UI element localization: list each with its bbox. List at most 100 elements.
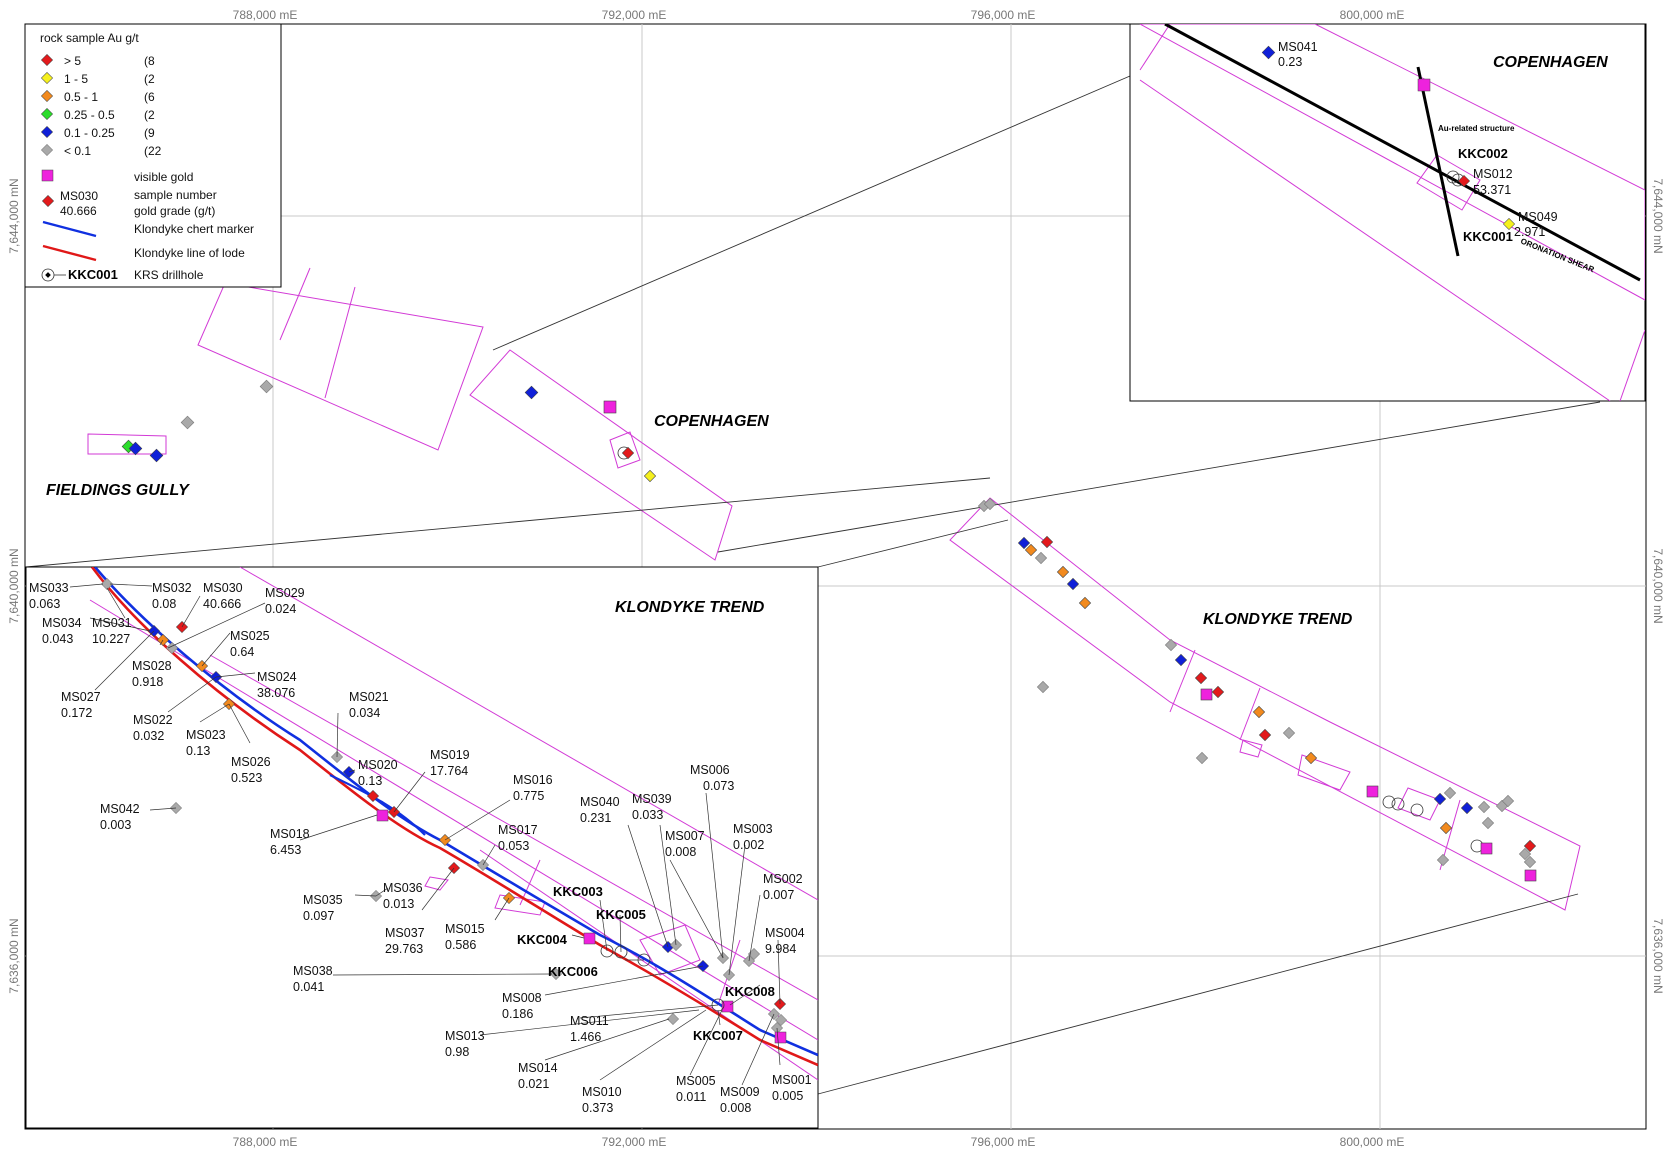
area-label-copenhagen: COPENHAGEN [654,413,769,430]
sample-grade: 2.971 [1514,225,1545,239]
drillhole-label: KKC007 [693,1028,743,1043]
sample-grade: 40.666 [203,597,241,611]
sample-grade: 38.076 [257,686,295,700]
sample-marker [1017,536,1031,550]
sample-id: MS038 [293,964,333,978]
legend-class-marker [40,53,54,67]
coronation-shear-line [1164,24,1641,282]
legend-sample-marker [41,194,55,208]
sample-marker [1261,45,1276,60]
sample-marker [1523,839,1537,853]
visible-gold-marker [1417,78,1431,92]
legend-class-count: (6 [144,90,155,104]
sample-id: MS031 [92,616,132,630]
legend: rock sample Au g/t > 5 (8 1 - 5 (2 0.5 -… [24,23,282,288]
visible-gold-marker [774,1031,787,1044]
sample-id: MS033 [29,581,69,595]
sample-grade: 29.763 [385,942,423,956]
sample-marker [149,448,164,463]
sample-marker [366,789,380,803]
sample-grade: 17.764 [430,764,468,778]
sample-id: MS002 [763,872,803,886]
sample-grade: 10.227 [92,632,130,646]
sample-grade: 0.013 [383,897,414,911]
sample-marker [1443,786,1457,800]
sample-id: MS032 [152,581,192,595]
sample-marker [1523,855,1537,869]
sample-grade: 0.918 [132,675,163,689]
easting-label: 796,000 mE [971,8,1036,22]
sample-grade: 9.984 [765,942,796,956]
klondyke-drillhole-labels: KKC003 KKC005 KKC004 KKC006 KKC008 KKC00… [517,884,775,1043]
sample-marker [128,441,143,456]
sample-marker [180,415,195,430]
sample-marker [1036,680,1050,694]
legend-class-row: 0.1 - 0.25 (9 [40,125,155,140]
sample-marker [1194,671,1208,685]
legend-class-label: 1 - 5 [64,72,88,86]
drillhole-label: KKC002 [1458,146,1508,161]
sample-marker [774,1013,788,1027]
legend-box [24,23,282,288]
northing-label: 7,636,000 mN [7,918,21,993]
legend-gold-grade-label: gold grade (g/t) [134,204,215,218]
sample-grade: 6.453 [270,843,301,857]
klondyke-inset[interactable]: KLONDYKE TREND [25,566,819,1129]
visible-gold-marker [603,400,617,414]
sample-grade: 0.775 [513,789,544,803]
sample-marker [1477,800,1491,814]
sample-id: MS016 [513,773,553,787]
sample-marker [1501,794,1515,808]
sample-marker [1164,638,1178,652]
drillhole-label: KKC001 [1463,229,1513,244]
sample-grade: 0.008 [665,845,696,859]
legend-class-row: 0.25 - 0.5 (2 [40,107,155,122]
sample-marker [549,967,563,981]
legend-class-label: < 0.1 [64,144,91,158]
drillhole-marker [600,944,614,958]
sample-id: MS021 [349,690,389,704]
northing-label: 7,644,000 mN [7,178,21,253]
legend-class-label: 0.25 - 0.5 [64,108,115,122]
sample-id: MS040 [580,795,620,809]
sample-marker [1056,565,1070,579]
sample-id: MS008 [502,991,542,1005]
legend-class-count: (22 [144,144,162,158]
sample-grade: 0.13 [358,774,382,788]
sample-id: MS022 [133,713,173,727]
legend-class-count: (2 [144,72,155,86]
sample-marker [1282,726,1296,740]
sample-id: MS037 [385,926,425,940]
sample-marker [1211,685,1225,699]
drillhole-label: KKC006 [548,964,598,979]
sample-id: MS018 [270,827,310,841]
sample-id: MS011 [570,1014,609,1028]
main-map[interactable]: 788,000 mE 792,000 mE 796,000 mE 800,000… [7,8,1665,1149]
drillhole-label: KKC004 [517,932,568,947]
visible-gold-marker [1366,785,1379,798]
drillhole-marker [1391,797,1405,811]
copenhagen-inset[interactable]: COPENHAGEN Au-related structure ORONATIO… [1129,23,1646,402]
sample-grade: 0.23 [1278,55,1302,69]
sample-id: MS030 [203,581,243,595]
sample-marker [1252,705,1266,719]
sample-marker [1066,577,1080,591]
sample-grade: 53.371 [1473,183,1511,197]
legend-lode-label: Klondyke line of lode [134,246,245,260]
sample-marker [100,577,114,591]
easting-label: 796,000 mE [971,1135,1036,1149]
sample-grade: 0.041 [293,980,324,994]
sample-id: MS039 [632,792,672,806]
sample-marker [643,469,657,483]
easting-label: 788,000 mE [233,1135,298,1149]
easting-label: 788,000 mE [233,8,298,22]
sample-grade: 0.231 [580,811,611,825]
au-related-structure-line [1416,66,1460,257]
sample-marker [621,446,635,460]
sample-grade: 0.073 [703,779,734,793]
sample-id: MS020 [358,758,398,772]
sample-grade: 0.002 [733,838,764,852]
legend-class-count: (8 [144,54,155,68]
sample-grade: 0.64 [230,645,254,659]
sample-id: MS034 [42,616,82,630]
